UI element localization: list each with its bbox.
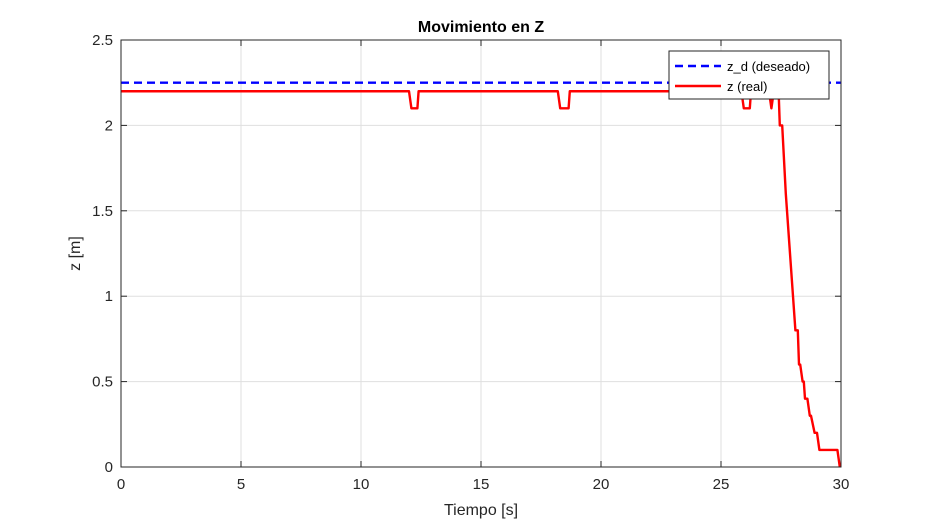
x-tick-label: 30 (833, 476, 850, 493)
y-tick-label: 2.5 (92, 32, 113, 49)
y-tick-label: 0.5 (92, 374, 113, 391)
legend-box (668, 50, 830, 100)
x-ticks: 0 5 10 15 20 25 30 (117, 40, 850, 493)
y-ticks: 0 0.5 1 1.5 2 2.5 (92, 32, 841, 476)
y-tick-label: 1.5 (92, 203, 113, 220)
y-tick-label: 0 (105, 459, 113, 476)
x-axis-label: Tiempo [s] (444, 502, 518, 519)
chart-title: Movimiento en Z (418, 19, 544, 36)
x-tick-label: 5 (237, 476, 245, 493)
series-line-real (121, 90, 841, 468)
x-tick-label: 10 (353, 476, 370, 493)
y-tick-label: 1 (105, 288, 113, 305)
legend: z_d (deseado) z (real) (668, 50, 830, 100)
x-tick-label: 0 (117, 476, 125, 493)
x-tick-label: 25 (713, 476, 730, 493)
x-tick-label: 20 (593, 476, 610, 493)
x-tick-label: 15 (473, 476, 490, 493)
y-axis-label: z [m] (67, 236, 84, 271)
legend-label-desired: z_d (deseado) (727, 59, 810, 74)
legend-label-real: z (real) (727, 79, 767, 94)
y-tick-label: 2 (105, 117, 113, 134)
